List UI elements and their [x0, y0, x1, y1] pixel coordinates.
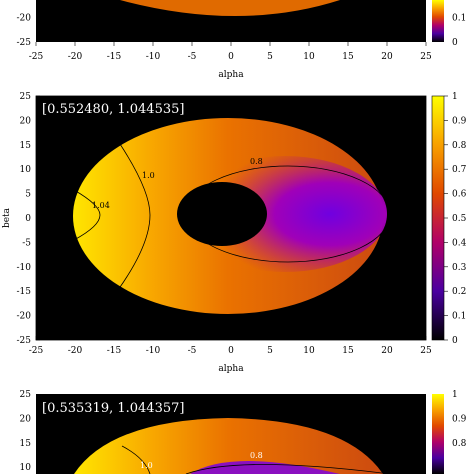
middle-ytick-label: -25	[17, 336, 32, 346]
colorbar-tick-label: 0.7	[452, 165, 467, 175]
middle-xtick-label: 0	[228, 346, 234, 356]
top-xtick-label: -15	[107, 52, 122, 62]
contour-1-0-line	[117, 143, 151, 291]
middle-xtick-label: -10	[146, 346, 161, 356]
middle-xtick-label: 20	[381, 346, 393, 356]
bottom-contour-0-8-line	[185, 464, 391, 474]
bottom-ytick-label: 25	[20, 390, 32, 400]
top-disk-edge	[120, 0, 340, 16]
colorbar-tick-label: 0	[452, 336, 458, 346]
middle-xtick-label: 5	[267, 346, 273, 356]
bottom-contour-label-0-8: 0.8	[250, 451, 263, 460]
top-xtick-label: 5	[267, 52, 273, 62]
middle-ytick-label: 10	[20, 165, 32, 175]
middle-ytick-label: 25	[20, 92, 32, 102]
contour-label-1-0: 1.0	[142, 171, 155, 180]
middle-xtick-label: -25	[29, 346, 44, 356]
contour-0-8-line	[185, 165, 391, 263]
middle-ytick-label: 0	[25, 214, 31, 224]
middle-panel: 1.0 1.04 0.8 [0.552480, 1.044535] 252015…	[2, 92, 467, 374]
top-panel: -20 -25 0.1 0 -25 -20 -15 -10 -5 0 5 10 15 20 25 alp…	[17, 0, 466, 80]
contour-label-1-04: 1.04	[92, 201, 110, 210]
colorbar-tick-label: 1	[452, 92, 458, 102]
colorbar-tick-label: 0.1	[452, 312, 466, 322]
middle-shadow	[177, 182, 267, 246]
middle-xtick-label: -15	[107, 346, 122, 356]
middle-ytick-label: 20	[20, 116, 32, 126]
middle-ytick-label: -10	[17, 263, 32, 273]
middle-xtick-label: 15	[342, 346, 354, 356]
colorbar-tick-label: 0.8	[452, 141, 467, 151]
bottom-purple-region	[190, 461, 340, 474]
top-colorbar-tick-label: 0.1	[452, 14, 466, 24]
contour-1-04-line	[73, 189, 101, 241]
top-ytick-label: -20	[17, 14, 32, 24]
middle-xtick-label: 10	[303, 346, 315, 356]
top-colorbar	[432, 0, 444, 42]
contour-label-0-8: 0.8	[250, 157, 263, 166]
bottom-colorbar-tick-label: 0.8	[452, 439, 467, 449]
colorbar-tick-label: 0.6	[452, 190, 467, 200]
colorbar-tick-label: 0.2	[452, 287, 466, 297]
bottom-colorbar-tick-label: 0.9	[452, 414, 467, 424]
middle-ytick-label: 5	[25, 190, 31, 200]
bottom-contour-label-1-0: 1.0	[140, 461, 153, 470]
middle-ytick-label: 15	[20, 141, 32, 151]
bottom-colorbar-tick-label: 1	[452, 390, 458, 400]
middle-ytick-label: -5	[22, 238, 31, 248]
middle-xtick-label: 25	[420, 346, 432, 356]
top-xtick-label: 0	[228, 52, 234, 62]
bottom-ytick-label: 10	[20, 463, 32, 473]
middle-ytick-label: -20	[17, 312, 32, 322]
colorbar-tick-label: 0.4	[452, 238, 467, 248]
top-colorbar-tick-label: 0	[452, 38, 458, 48]
top-xtick-label: 20	[381, 52, 393, 62]
bottom-contour-1-0-line	[121, 445, 151, 474]
bottom-ytick-label: 15	[20, 439, 32, 449]
middle-annotation: [0.552480, 1.044535]	[42, 102, 184, 117]
middle-x-axis-label: alpha	[218, 364, 244, 374]
bottom-ytick-label: 20	[20, 414, 32, 424]
middle-y-axis-label: beta	[2, 207, 12, 228]
colorbar-tick-label: 0.9	[452, 116, 467, 126]
top-xtick-label: 25	[420, 52, 432, 62]
top-xtick-label: -10	[146, 52, 161, 62]
top-xtick-label: -5	[188, 52, 197, 62]
bottom-colorbar	[432, 394, 444, 474]
top-xtick-label: 10	[303, 52, 315, 62]
top-xtick-label: -20	[68, 52, 83, 62]
bottom-panel: 1.0 0.8 [0.535319, 1.044357] 25 20 15 10 1 0…	[20, 390, 467, 474]
middle-colorbar	[431, 95, 445, 341]
colorbar-tick-label: 0.3	[452, 263, 467, 273]
top-xtick-label: 15	[342, 52, 354, 62]
top-ytick-label: -25	[17, 38, 32, 48]
middle-xtick-label: -5	[188, 346, 197, 356]
colorbar-tick-label: 0.5	[452, 214, 467, 224]
middle-ytick-label: -15	[17, 287, 32, 297]
top-xtick-label: -25	[29, 52, 44, 62]
middle-xtick-label: -20	[68, 346, 83, 356]
bottom-annotation: [0.535319, 1.044357]	[42, 401, 184, 416]
top-x-axis-label: alpha	[218, 70, 244, 80]
bottom-disk	[74, 418, 383, 474]
